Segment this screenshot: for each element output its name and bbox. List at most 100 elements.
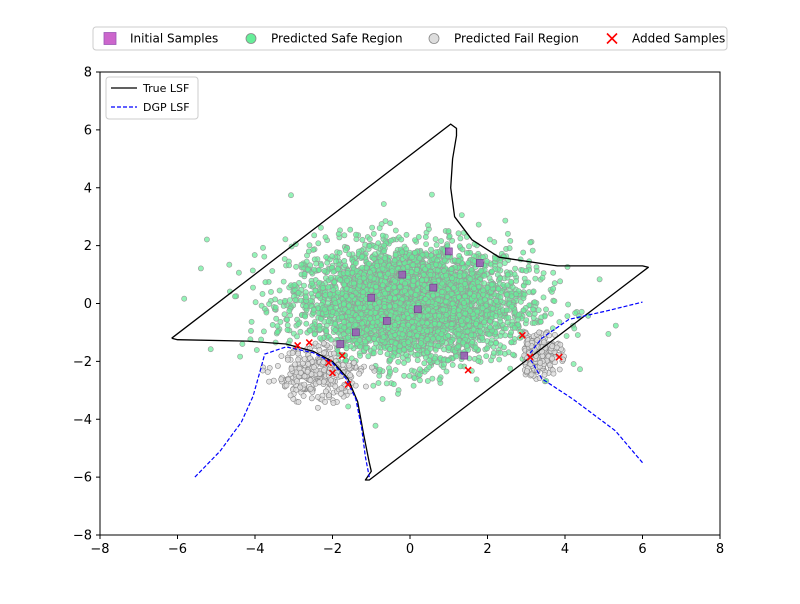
safe-point [317, 335, 323, 341]
safe-point [286, 297, 293, 303]
safe-point [495, 286, 502, 292]
safe-point [237, 353, 243, 360]
safe-point [483, 353, 490, 359]
safe-point [502, 332, 509, 339]
safe-point [403, 231, 410, 238]
safe-point [381, 304, 388, 310]
safe-point [325, 318, 332, 325]
safe-point [401, 346, 407, 353]
safe-point [442, 298, 449, 305]
safe-point [258, 336, 264, 343]
safe-point [284, 327, 291, 333]
safe-point [443, 368, 450, 375]
safe-point [248, 327, 254, 334]
safe-point [455, 343, 462, 350]
safe-point [303, 258, 310, 265]
safe-point [370, 350, 377, 357]
safe-point [336, 249, 343, 256]
safe-point [424, 378, 431, 384]
safe-point [306, 242, 313, 249]
fail-point [331, 350, 337, 357]
safe-point [311, 331, 318, 338]
safe-point [497, 332, 504, 339]
safe-point [440, 267, 447, 274]
safe-point [416, 255, 423, 262]
safe-point [369, 224, 375, 231]
safe-point [366, 260, 372, 267]
safe-region-points [181, 191, 619, 429]
safe-point [295, 321, 302, 327]
safe-point [443, 312, 450, 318]
safe-point [475, 358, 482, 364]
safe-point [511, 271, 518, 278]
safe-point [348, 316, 355, 323]
safe-point [403, 246, 409, 252]
safe-point [430, 292, 436, 299]
fail-point [314, 404, 321, 411]
fail-point [293, 378, 300, 385]
safe-point [332, 300, 339, 306]
safe-point [282, 297, 288, 304]
safe-point [367, 310, 374, 316]
safe-point [291, 281, 298, 288]
safe-point [431, 320, 438, 327]
safe-point [550, 285, 557, 292]
safe-point [574, 332, 581, 338]
fail-point [320, 340, 327, 347]
safe-point [373, 340, 379, 347]
safe-point [401, 372, 407, 379]
safe-point [424, 349, 431, 356]
safe-point [405, 322, 412, 328]
safe-point [342, 357, 349, 364]
safe-point [470, 326, 477, 333]
safe-point [387, 356, 394, 363]
safe-point [343, 345, 350, 352]
legend-square-icon [103, 32, 117, 45]
safe-point [516, 311, 522, 318]
safe-point [565, 301, 571, 308]
safe-point [416, 371, 423, 378]
safe-point [473, 320, 479, 327]
safe-point [399, 331, 406, 338]
safe-point [467, 276, 474, 282]
safe-point [458, 286, 464, 293]
top-legend-label: Added Samples [632, 32, 725, 46]
safe-point [382, 290, 388, 297]
safe-point [457, 363, 464, 370]
safe-point [486, 236, 493, 243]
safe-point [332, 321, 338, 328]
safe-point [500, 344, 507, 351]
safe-point [367, 304, 374, 310]
safe-point [438, 238, 444, 244]
fail-point [301, 356, 308, 362]
safe-point [433, 241, 440, 248]
safe-point [526, 311, 533, 318]
safe-point [462, 310, 469, 317]
safe-point [438, 289, 445, 295]
fail-point [338, 385, 345, 392]
safe-point [281, 256, 288, 262]
safe-point [397, 283, 403, 290]
safe-point [444, 286, 451, 293]
safe-point [284, 316, 290, 323]
safe-point [308, 290, 315, 297]
safe-point [471, 285, 477, 292]
safe-point [358, 253, 365, 260]
safe-point [405, 356, 411, 363]
safe-point [496, 356, 503, 363]
safe-point [497, 275, 503, 282]
fail-point [295, 350, 301, 357]
safe-point [502, 325, 509, 332]
safe-point [386, 346, 393, 353]
safe-point [435, 296, 442, 303]
safe-point [550, 269, 557, 276]
safe-point [479, 305, 486, 312]
safe-point [368, 287, 375, 294]
safe-point [372, 422, 379, 429]
safe-point [318, 262, 325, 269]
fail-point [311, 364, 317, 371]
safe-point [449, 361, 456, 368]
safe-point [288, 192, 294, 199]
safe-point [508, 339, 515, 346]
